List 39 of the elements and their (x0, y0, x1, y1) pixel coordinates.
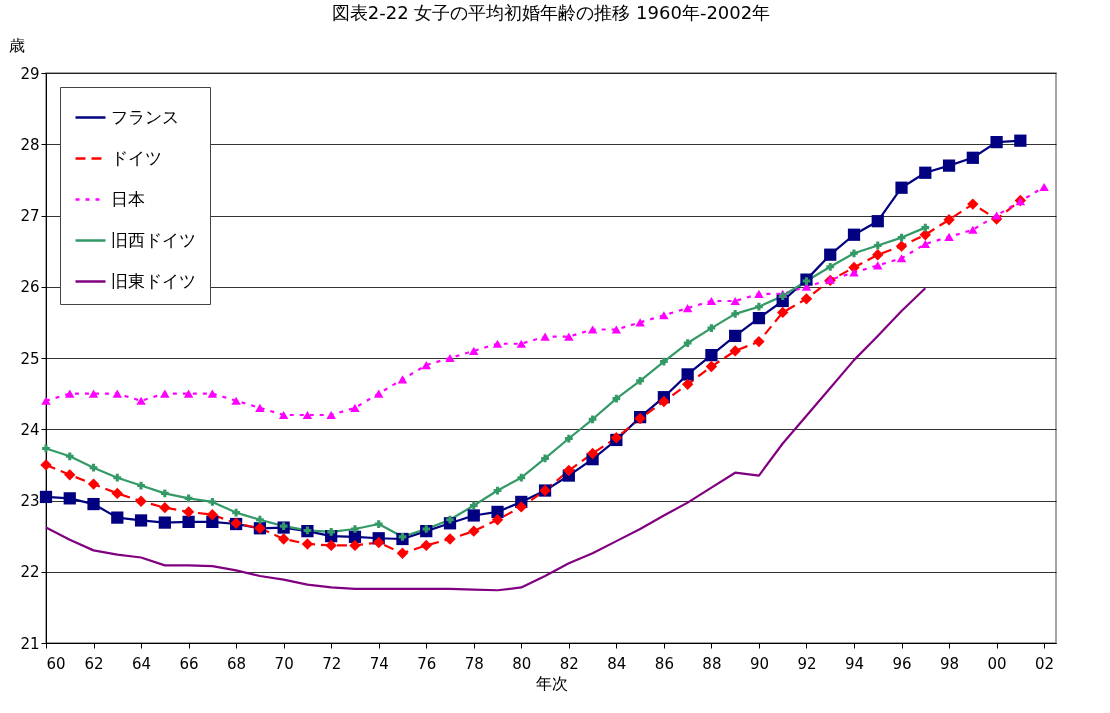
x-tick-label: 68 (227, 654, 247, 673)
x-axis-title: 年次 (535, 673, 568, 693)
x-tick-label: 76 (417, 654, 437, 673)
x-tick-label: 74 (369, 654, 389, 673)
x-tick-label: 84 (607, 654, 627, 673)
x-tick-label: 02 (1035, 654, 1055, 673)
x-tick-label: 70 (274, 654, 294, 673)
x-tick-label: 94 (844, 654, 865, 673)
x-tick-label: 82 (559, 654, 579, 673)
y-tick-label: 29 (20, 64, 40, 83)
y-tick-label: 22 (20, 563, 40, 582)
legend-label: 旧東ドイツ (111, 270, 196, 291)
x-tick-label: 62 (84, 654, 104, 673)
y-tick-label: 21 (20, 634, 40, 653)
x-tick-label: 96 (892, 654, 912, 673)
legend-label: ドイツ (111, 147, 162, 168)
x-tick-label: 00 (987, 654, 1007, 673)
y-tick-label: 23 (20, 492, 40, 510)
x-tick-label: 64 (132, 654, 152, 673)
x-tick-label: 86 (654, 654, 674, 673)
x-tick-label: 72 (322, 654, 342, 673)
legend-label: フランス (111, 106, 179, 127)
y-tick-label: 27 (20, 207, 40, 225)
y-tick-label: 24 (20, 420, 40, 439)
x-tick-label: 66 (179, 654, 199, 673)
x-tick-label: 60 (46, 654, 66, 673)
legend-label: 旧西ドイツ (111, 229, 196, 250)
x-tick-label: 92 (797, 654, 817, 673)
y-tick-label: 26 (20, 278, 40, 297)
x-tick-label: 78 (464, 654, 484, 673)
x-tick-label: 98 (940, 654, 960, 673)
x-tick-label: 90 (749, 654, 769, 673)
y-axis-title: 歳 (8, 35, 25, 55)
x-tick-label: 88 (702, 654, 722, 673)
chart-title: 図表2-22 女子の平均初婚年齢の推移 1960年-2002年 (331, 2, 771, 23)
legend-label: 日本 (111, 188, 145, 209)
x-tick-label: 80 (512, 654, 532, 673)
y-tick-label: 25 (20, 349, 40, 368)
y-tick-label: 28 (20, 135, 40, 154)
